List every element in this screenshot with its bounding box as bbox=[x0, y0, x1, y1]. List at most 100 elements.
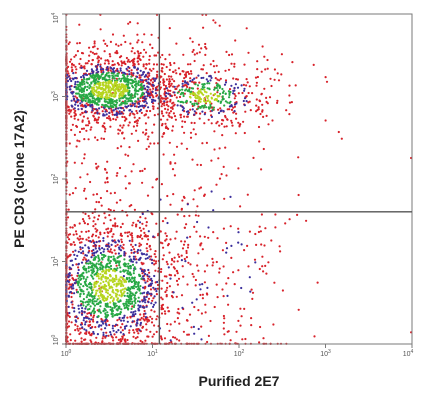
data-point bbox=[139, 51, 142, 55]
data-point bbox=[215, 64, 218, 67]
data-point bbox=[130, 204, 133, 207]
data-point bbox=[133, 52, 136, 55]
data-point bbox=[97, 165, 100, 168]
data-point bbox=[89, 85, 92, 88]
data-point bbox=[103, 130, 107, 133]
data-point bbox=[110, 93, 113, 96]
data-point bbox=[264, 264, 267, 267]
data-point bbox=[102, 275, 105, 278]
data-point bbox=[69, 243, 72, 246]
data-point bbox=[91, 109, 94, 112]
data-point bbox=[198, 283, 201, 286]
data-point bbox=[74, 54, 77, 57]
data-point bbox=[90, 126, 93, 129]
data-point bbox=[132, 125, 135, 128]
data-point bbox=[117, 329, 120, 332]
data-point bbox=[166, 118, 169, 121]
data-point bbox=[125, 306, 128, 309]
data-point bbox=[198, 81, 201, 84]
data-point bbox=[221, 249, 224, 252]
data-point bbox=[129, 42, 132, 45]
data-point bbox=[160, 63, 163, 66]
data-point bbox=[199, 235, 202, 238]
data-point bbox=[168, 141, 171, 144]
data-point bbox=[127, 91, 130, 94]
data-point bbox=[205, 95, 208, 98]
data-point bbox=[76, 42, 79, 45]
data-point bbox=[208, 75, 211, 78]
data-point bbox=[132, 96, 135, 99]
data-point bbox=[152, 77, 155, 80]
data-point bbox=[104, 127, 107, 130]
data-point bbox=[85, 260, 88, 263]
data-point bbox=[121, 115, 124, 118]
data-point bbox=[151, 335, 154, 338]
data-point bbox=[196, 87, 199, 90]
data-point bbox=[99, 233, 102, 236]
data-point bbox=[169, 339, 172, 342]
data-point bbox=[84, 197, 88, 200]
data-point bbox=[265, 272, 268, 275]
data-point bbox=[75, 68, 78, 71]
data-point bbox=[232, 92, 235, 95]
data-point bbox=[86, 288, 89, 291]
data-point bbox=[79, 113, 82, 116]
data-point bbox=[169, 161, 172, 164]
data-point bbox=[88, 77, 91, 80]
data-point bbox=[142, 270, 145, 273]
data-point bbox=[125, 304, 129, 307]
data-point bbox=[211, 264, 214, 267]
data-point bbox=[197, 74, 200, 77]
data-point bbox=[98, 244, 101, 248]
data-point bbox=[233, 105, 236, 108]
data-point bbox=[97, 275, 100, 278]
data-point bbox=[194, 100, 197, 103]
data-point bbox=[166, 97, 169, 100]
data-point bbox=[84, 244, 87, 247]
data-point bbox=[137, 283, 140, 286]
data-point bbox=[153, 253, 156, 256]
data-point bbox=[100, 278, 103, 281]
data-point bbox=[169, 110, 173, 113]
data-point bbox=[71, 264, 74, 267]
data-point bbox=[191, 158, 194, 161]
data-point bbox=[193, 59, 196, 63]
data-point bbox=[134, 77, 137, 80]
data-point bbox=[132, 279, 136, 282]
data-point bbox=[103, 50, 106, 53]
data-point bbox=[111, 68, 114, 71]
data-point bbox=[133, 66, 136, 69]
data-point bbox=[117, 132, 120, 135]
data-point bbox=[118, 99, 121, 102]
data-point bbox=[117, 306, 120, 309]
data-point bbox=[220, 122, 223, 125]
data-point bbox=[76, 83, 79, 86]
data-point bbox=[224, 92, 227, 95]
data-point bbox=[112, 109, 115, 112]
data-point bbox=[119, 226, 122, 229]
data-point bbox=[143, 167, 146, 170]
data-point bbox=[111, 33, 115, 36]
data-point bbox=[138, 100, 141, 103]
data-point bbox=[203, 82, 206, 86]
data-point bbox=[77, 284, 80, 287]
data-point bbox=[84, 212, 87, 215]
data-point bbox=[93, 216, 96, 219]
data-point bbox=[186, 236, 189, 239]
data-point bbox=[126, 73, 129, 76]
data-point bbox=[149, 96, 152, 99]
data-point bbox=[172, 70, 175, 74]
data-point bbox=[186, 319, 189, 322]
data-point bbox=[175, 295, 178, 298]
data-point bbox=[73, 223, 76, 227]
y-tick-base: 10 bbox=[53, 259, 60, 267]
data-point bbox=[109, 219, 112, 222]
data-point bbox=[161, 67, 164, 70]
data-point bbox=[122, 302, 125, 305]
data-point bbox=[258, 140, 261, 143]
data-point bbox=[201, 110, 204, 113]
data-point bbox=[94, 244, 97, 247]
data-point bbox=[177, 253, 180, 256]
data-point bbox=[191, 40, 194, 43]
data-point bbox=[80, 230, 83, 233]
